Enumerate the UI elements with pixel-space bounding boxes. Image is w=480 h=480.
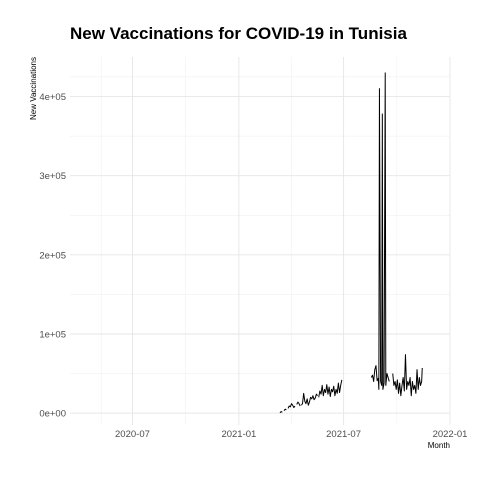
series-line-segment xyxy=(392,354,423,397)
x-tick-label: 2022-01 xyxy=(433,429,468,440)
chart-title: New Vaccinations for COVID-19 in Tunisia xyxy=(70,24,407,43)
x-axis-title: Month xyxy=(428,441,450,450)
series-line-segment xyxy=(287,403,296,409)
x-tick-label: 2021-07 xyxy=(326,429,361,440)
series-line-segment xyxy=(370,72,390,390)
y-tick-label: 3e+05 xyxy=(39,171,66,182)
series-line-segment xyxy=(283,408,287,412)
series-line-segment xyxy=(300,392,318,406)
series-line-segment xyxy=(279,411,283,414)
y-tick-label: 2e+05 xyxy=(39,250,66,261)
series-line-segment xyxy=(318,379,343,398)
y-tick-label: 0e+00 xyxy=(39,409,66,420)
series-line-segment xyxy=(296,401,301,407)
x-tick-label: 2021-01 xyxy=(221,429,256,440)
y-tick-label: 1e+05 xyxy=(39,329,66,340)
y-axis-title: New Vaccinations xyxy=(29,57,38,120)
y-tick-label: 4e+05 xyxy=(39,92,66,103)
x-tick-label: 2020-07 xyxy=(115,429,150,440)
